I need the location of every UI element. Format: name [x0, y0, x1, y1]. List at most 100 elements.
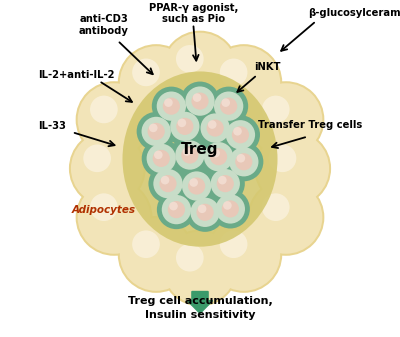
Circle shape: [165, 107, 204, 146]
Circle shape: [191, 92, 209, 110]
Circle shape: [164, 232, 236, 304]
Circle shape: [182, 171, 211, 201]
Circle shape: [90, 96, 118, 123]
Circle shape: [148, 123, 165, 140]
Circle shape: [233, 127, 242, 135]
Circle shape: [183, 147, 191, 156]
Circle shape: [221, 115, 260, 154]
Circle shape: [78, 83, 150, 156]
Circle shape: [211, 169, 240, 198]
Circle shape: [205, 44, 282, 121]
Circle shape: [120, 218, 192, 291]
Circle shape: [157, 91, 186, 121]
Circle shape: [181, 146, 198, 164]
Circle shape: [189, 178, 198, 187]
Circle shape: [248, 81, 324, 158]
Circle shape: [163, 97, 180, 115]
Circle shape: [188, 177, 205, 195]
Circle shape: [220, 97, 237, 115]
Circle shape: [137, 112, 176, 151]
Circle shape: [204, 142, 233, 171]
Circle shape: [220, 231, 248, 258]
Circle shape: [153, 169, 183, 198]
Circle shape: [170, 112, 200, 141]
Text: IL-33: IL-33: [38, 121, 66, 131]
Circle shape: [232, 126, 249, 144]
Circle shape: [198, 205, 206, 213]
Circle shape: [185, 87, 215, 116]
Circle shape: [190, 197, 220, 227]
Circle shape: [162, 31, 238, 108]
Circle shape: [149, 124, 158, 132]
Circle shape: [223, 201, 232, 210]
Circle shape: [76, 81, 152, 158]
Circle shape: [159, 175, 176, 192]
Text: PPAR-γ agonist,
such as Pio: PPAR-γ agonist, such as Pio: [148, 3, 238, 24]
Circle shape: [220, 59, 248, 86]
Text: Treg: Treg: [181, 143, 219, 157]
Circle shape: [199, 137, 238, 176]
Text: iNKT: iNKT: [254, 62, 280, 72]
Circle shape: [118, 216, 195, 293]
Circle shape: [206, 119, 224, 137]
Circle shape: [76, 179, 152, 256]
Circle shape: [209, 87, 248, 126]
Text: Adipocytes: Adipocytes: [72, 205, 136, 215]
Circle shape: [152, 87, 191, 126]
Text: Treg cell accumulation,
Insulin sensitivity: Treg cell accumulation, Insulin sensitiv…: [128, 296, 272, 320]
Circle shape: [154, 151, 163, 159]
Circle shape: [162, 229, 238, 306]
Circle shape: [162, 195, 191, 224]
Circle shape: [176, 45, 204, 73]
Circle shape: [226, 120, 255, 150]
Text: Transfer Treg cells: Transfer Treg cells: [258, 120, 362, 130]
Circle shape: [216, 194, 245, 224]
Circle shape: [208, 120, 216, 129]
Circle shape: [262, 96, 290, 123]
Circle shape: [176, 118, 194, 135]
Circle shape: [170, 135, 210, 175]
Circle shape: [214, 91, 243, 121]
Circle shape: [222, 98, 230, 107]
Circle shape: [120, 46, 192, 119]
Circle shape: [132, 59, 160, 86]
Circle shape: [157, 190, 196, 229]
Circle shape: [161, 176, 169, 184]
Circle shape: [164, 33, 236, 105]
Circle shape: [83, 145, 111, 172]
Circle shape: [78, 181, 150, 254]
Circle shape: [224, 142, 263, 181]
Circle shape: [186, 193, 225, 232]
Circle shape: [118, 44, 195, 121]
Circle shape: [254, 130, 331, 207]
Circle shape: [211, 189, 250, 228]
Circle shape: [250, 181, 322, 254]
Circle shape: [175, 140, 204, 170]
Circle shape: [177, 166, 216, 206]
Circle shape: [210, 148, 227, 165]
Circle shape: [142, 117, 171, 146]
Circle shape: [236, 154, 245, 162]
Text: anti-CD3
antibody: anti-CD3 antibody: [79, 14, 129, 36]
Circle shape: [206, 164, 245, 203]
Circle shape: [256, 132, 329, 205]
Circle shape: [176, 244, 204, 272]
Circle shape: [222, 200, 239, 218]
Circle shape: [218, 176, 227, 184]
Circle shape: [248, 179, 324, 256]
Circle shape: [69, 130, 146, 207]
Circle shape: [132, 231, 160, 258]
Circle shape: [262, 193, 290, 221]
Circle shape: [250, 83, 322, 156]
Circle shape: [208, 218, 280, 291]
Circle shape: [146, 144, 176, 173]
Circle shape: [196, 204, 214, 221]
Circle shape: [90, 193, 118, 221]
Circle shape: [148, 164, 188, 203]
Text: IL-2+anti-IL-2: IL-2+anti-IL-2: [38, 70, 115, 80]
Circle shape: [217, 175, 234, 192]
Circle shape: [235, 153, 252, 171]
Ellipse shape: [122, 71, 278, 247]
Circle shape: [208, 46, 280, 119]
Circle shape: [205, 216, 282, 293]
